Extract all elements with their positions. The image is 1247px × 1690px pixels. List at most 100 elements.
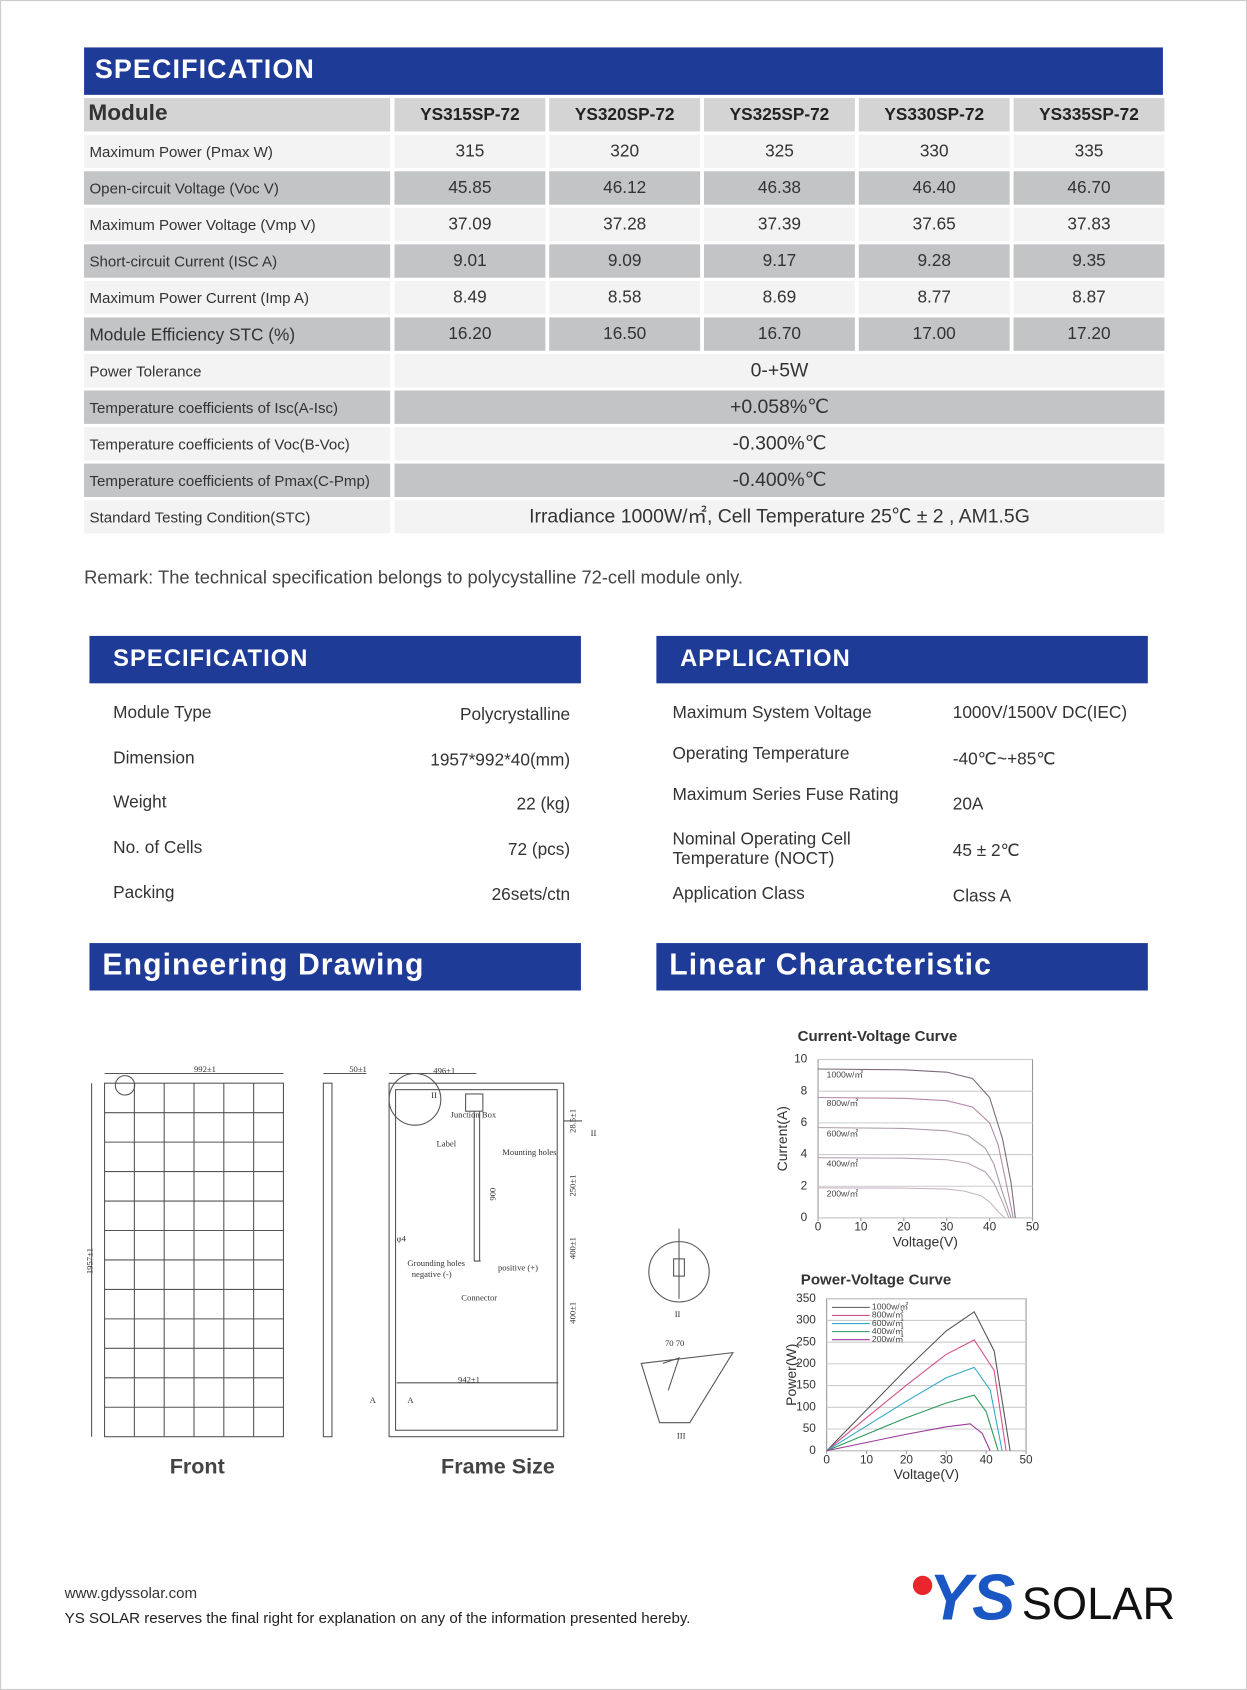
drawing-label: 1957±1 bbox=[85, 1248, 95, 1274]
section-title: SPECIFICATION bbox=[113, 646, 308, 672]
cell-text: 37.28 bbox=[603, 214, 646, 234]
cell bbox=[858, 171, 1010, 205]
app-key: Nominal Operating Cell Temperature (NOCT) bbox=[673, 828, 851, 867]
x-tick-label: 40 bbox=[980, 1453, 994, 1467]
row-label-cell bbox=[84, 463, 391, 497]
cell-text: +0.058%℃ bbox=[730, 396, 829, 418]
chart-title: Power-Voltage Curve bbox=[801, 1271, 952, 1288]
cell bbox=[394, 280, 546, 315]
x-tick-label: 10 bbox=[860, 1453, 874, 1467]
y-tick-label: 6 bbox=[801, 1115, 808, 1129]
curve bbox=[826, 1339, 1007, 1452]
spec-key: Dimension bbox=[113, 747, 194, 767]
drawing-label: 496±1 bbox=[433, 1065, 455, 1075]
header-cell-text: Module bbox=[88, 100, 167, 125]
title-bar bbox=[84, 47, 1163, 95]
cell bbox=[394, 244, 546, 278]
section-bar bbox=[656, 635, 1148, 684]
cell-text: 37.65 bbox=[913, 214, 956, 234]
y-tick-label: 100 bbox=[796, 1399, 816, 1413]
drawing-caption: Frame Size bbox=[441, 1454, 555, 1479]
cell bbox=[1013, 207, 1165, 242]
app-key: Operating Temperature bbox=[673, 743, 850, 763]
y-tick-label: 200 bbox=[796, 1356, 816, 1370]
row-label: Maximum Power Voltage (Vmp V) bbox=[89, 217, 315, 234]
cell-text: 315 bbox=[456, 141, 485, 161]
header-cell bbox=[549, 98, 701, 132]
legend-label: 600w/㎡ bbox=[872, 1318, 904, 1328]
logo-dot bbox=[912, 1575, 933, 1596]
cell bbox=[704, 207, 855, 242]
drawing-label: 28.5±1 bbox=[567, 1109, 577, 1133]
app-value: 20A bbox=[953, 794, 984, 814]
app-key-line: Nominal Operating Cell bbox=[673, 828, 851, 848]
y-tick-label: 10 bbox=[794, 1052, 808, 1066]
y-tick-label: 4 bbox=[801, 1147, 808, 1161]
title: SPECIFICATION bbox=[95, 54, 315, 84]
cell-text: 37.39 bbox=[758, 214, 801, 234]
curve-label: 600w/㎡ bbox=[827, 1128, 859, 1138]
cell bbox=[1013, 280, 1165, 315]
app-value: -40℃~+85℃ bbox=[953, 748, 1056, 768]
curve-label: 800w/㎡ bbox=[827, 1098, 859, 1108]
cell-text: 16.50 bbox=[603, 323, 646, 343]
app-key: Application Class bbox=[673, 883, 805, 903]
y-tick-label: 50 bbox=[803, 1421, 817, 1435]
row-label-cell bbox=[84, 171, 391, 205]
drawing-label: Label bbox=[437, 1139, 457, 1149]
cell-text: 46.12 bbox=[603, 177, 646, 197]
row-label-cell bbox=[84, 134, 391, 169]
spec-key: No. of Cells bbox=[113, 837, 202, 857]
row-label-cell bbox=[84, 280, 391, 315]
legend-label: 400w/㎡ bbox=[872, 1326, 904, 1336]
cell bbox=[858, 244, 1010, 278]
logo-brand: YS bbox=[929, 1561, 1015, 1634]
drawing-label: Junction Box bbox=[451, 1110, 497, 1120]
cell-text: 0-+5W bbox=[751, 359, 809, 381]
app-value: 1000V/1500V DC(IEC) bbox=[953, 702, 1127, 722]
disclaimer: YS SOLAR reserves the final right for ex… bbox=[65, 1610, 691, 1627]
app-key-line: Temperature (NOCT) bbox=[673, 848, 835, 868]
cell-text: 325 bbox=[765, 141, 794, 161]
section-bar bbox=[89, 943, 581, 991]
y-tick-label: 250 bbox=[796, 1334, 816, 1348]
y-axis-label: Current(A) bbox=[774, 1106, 790, 1171]
x-tick-label: 50 bbox=[1026, 1220, 1040, 1234]
row-label: Temperature coefficients of Isc(A-Isc) bbox=[89, 400, 338, 417]
curve-label: 1000w/㎡ bbox=[827, 1070, 864, 1080]
curve bbox=[826, 1310, 1011, 1452]
cell bbox=[704, 280, 855, 315]
cell-text: 16.20 bbox=[448, 323, 491, 343]
header-cell-text: YS320SP-72 bbox=[575, 104, 675, 124]
y-tick-label: 350 bbox=[796, 1291, 816, 1305]
spec-value: 26sets/ctn bbox=[492, 884, 571, 904]
header-cell-text: YS335SP-72 bbox=[1039, 104, 1139, 124]
drawing-label: II bbox=[675, 1309, 681, 1319]
header-cell-text: YS315SP-72 bbox=[420, 104, 520, 124]
curve-label: 200w/㎡ bbox=[827, 1189, 859, 1199]
x-tick-label: 10 bbox=[854, 1220, 868, 1234]
cell-text: 17.20 bbox=[1067, 323, 1110, 343]
cell-text: 9.09 bbox=[608, 250, 642, 270]
drawing-label: positive (+) bbox=[498, 1263, 538, 1273]
header-cell bbox=[84, 98, 391, 132]
drawing-label: 400±1 bbox=[567, 1237, 577, 1259]
section-title: APPLICATION bbox=[680, 646, 851, 672]
engineering-drawing: 992±1 50±1 496±1 Junction Box Label Mounting … bbox=[85, 1064, 734, 1441]
drawing-label: 250±1 bbox=[567, 1175, 577, 1197]
x-tick-label: 40 bbox=[983, 1220, 997, 1234]
y-axis-label: Power(W) bbox=[783, 1344, 799, 1406]
cell bbox=[549, 244, 701, 278]
drawing-label: II bbox=[591, 1128, 597, 1138]
y-tick-label: 2 bbox=[801, 1178, 808, 1192]
legend-label: 200w/㎡ bbox=[872, 1334, 904, 1344]
section-title: Engineering Drawing bbox=[102, 949, 424, 982]
cell bbox=[549, 280, 701, 315]
cell bbox=[704, 171, 855, 205]
cell bbox=[394, 500, 1165, 534]
row-label: Open-circuit Voltage (Voc V) bbox=[89, 181, 278, 198]
header-cell bbox=[394, 98, 546, 132]
row-label: Standard Testing Condition(STC) bbox=[89, 509, 310, 526]
spec-value: 22 (kg) bbox=[517, 794, 571, 814]
